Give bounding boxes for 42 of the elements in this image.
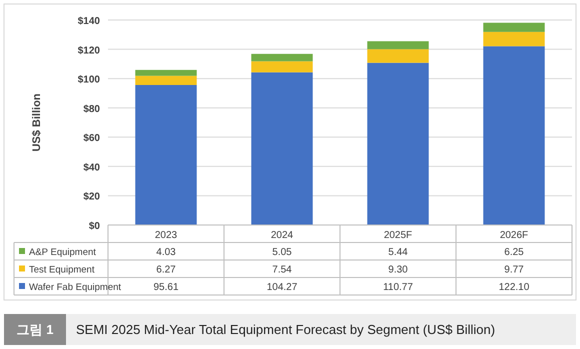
legend-label: A&P Equipment	[29, 247, 96, 258]
text: SEMI 2025 Mid-Year Total Equipment Forecast by Segment (US$ Billion)	[76, 322, 496, 337]
y-tick-label: $80	[83, 104, 100, 115]
bar	[135, 85, 197, 225]
y-tick-label: $100	[78, 74, 100, 86]
x-tick-label: 2024	[270, 230, 294, 241]
data-label: 95.61	[153, 282, 179, 293]
data-label: 4.03	[156, 247, 176, 258]
data-label: 6.25	[504, 247, 524, 258]
data-label: 6.27	[156, 264, 176, 276]
bar	[483, 22, 545, 32]
data-label: 5.05	[272, 247, 292, 258]
data-label: 9.77	[504, 264, 524, 276]
x-tick-label: 2025F	[384, 230, 412, 241]
x-tick-label: 2023	[154, 230, 178, 241]
y-tick-label: $60	[83, 133, 100, 144]
bar	[483, 46, 545, 225]
bar	[483, 32, 545, 46]
legend-label: Test Equipment	[29, 264, 95, 276]
data-label: 7.54	[272, 264, 292, 276]
legend-label: Wafer Fab Equipment	[29, 282, 122, 293]
bar	[367, 62, 429, 225]
data-label: 110.77	[383, 282, 414, 293]
y-tick-label: $120	[78, 45, 100, 56]
y-tick-label: $0	[88, 221, 100, 232]
bar	[251, 54, 313, 62]
data-label: 104.27	[266, 282, 298, 293]
x-tick-label: 2026F	[500, 230, 528, 241]
bar	[135, 70, 197, 76]
y-tick-label: $20	[83, 192, 100, 203]
y-tick-label: $140	[78, 16, 100, 27]
data-label: 122.10	[498, 282, 530, 293]
bar	[135, 76, 197, 85]
data-label: 5.44	[388, 247, 408, 258]
data-label: 9.30	[388, 264, 408, 276]
y-tick-label: $40	[83, 162, 100, 174]
bar	[251, 72, 313, 225]
bar	[251, 61, 313, 72]
bar	[367, 41, 429, 50]
bar	[367, 49, 429, 63]
caption: 그림 1	[16, 322, 54, 337]
y-axis-title: US$ Billion	[31, 93, 43, 152]
